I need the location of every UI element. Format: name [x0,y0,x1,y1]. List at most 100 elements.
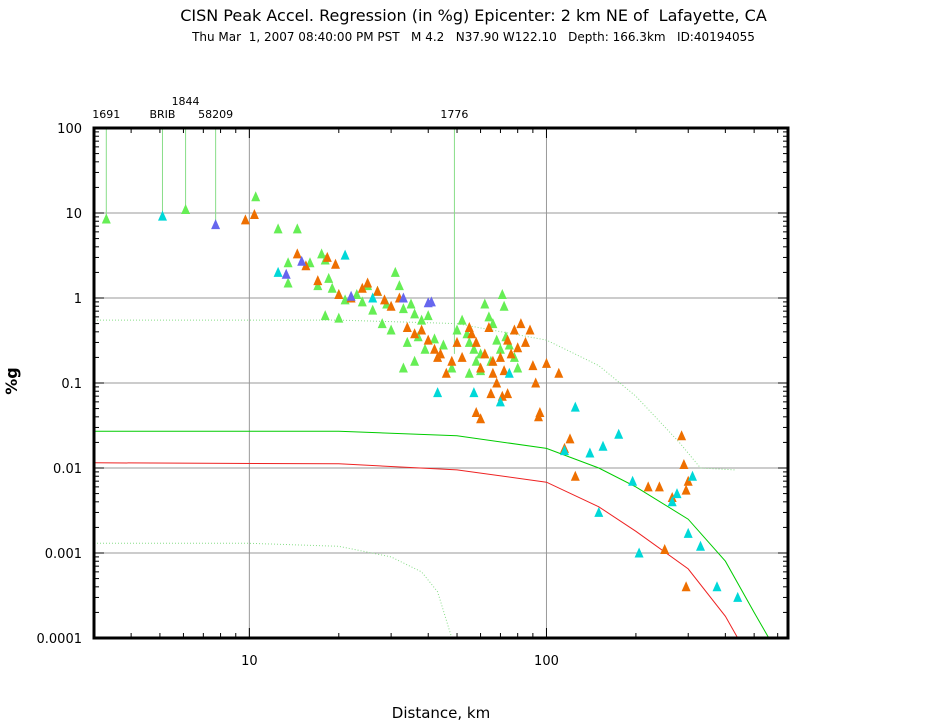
data-point [273,266,283,277]
data-point [509,324,519,335]
data-point [292,248,302,259]
data-point [441,367,451,378]
data-point [598,440,608,451]
data-point [426,296,436,307]
data-point [281,268,291,279]
data-point [497,289,507,299]
data-point [634,547,644,558]
data-point [410,308,420,319]
data-point [677,430,687,441]
data-point [283,277,293,288]
data-point [476,413,486,424]
data-point [181,204,191,214]
x-tick-label: 10 [241,654,258,669]
data-point [240,214,250,225]
station-label: 58209 [198,108,233,121]
data-point [554,367,564,378]
data-point [436,348,445,359]
data-point [471,355,481,366]
chart-subtitle: Thu Mar 1, 2007 08:40:00 PM PST M 4.2 N3… [192,30,755,44]
data-point [447,355,457,366]
data-point [565,433,575,444]
data-point [614,428,624,439]
data-point [352,289,362,299]
data-point [488,367,498,378]
data-point [495,396,505,407]
data-point [503,334,513,345]
regression-curve [93,462,739,639]
data-point [249,209,259,219]
data-point [696,540,705,551]
data-point [712,581,722,592]
data-point [681,484,691,495]
data-point [513,362,523,373]
chart-title: CISN Peak Accel. Regression (in %g) Epic… [180,6,767,25]
data-point [495,351,505,362]
data-point [667,496,677,507]
data-point [297,255,307,266]
data-point [251,191,261,202]
data-point [469,343,479,354]
data-points [101,191,743,602]
data-point [503,388,513,399]
data-point [492,334,502,345]
data-point [447,362,457,373]
data-point [513,342,523,353]
data-point [363,277,373,288]
regression-curve [94,319,735,471]
x-tick-labels: 10 100 [241,654,559,669]
data-point [331,258,340,269]
data-point [594,506,604,517]
y-tick-labels: 100 10 1 0.1 0.01 0.001 0.0001 [37,122,83,647]
data-point [386,300,396,311]
data-point [377,318,387,329]
data-point [430,343,439,354]
data-point [433,387,443,398]
data-point [211,219,221,230]
regression-curve [94,542,453,639]
y-tick-label: 10 [65,207,82,222]
data-point [417,314,427,325]
data-point [471,336,481,347]
data-point [334,312,344,323]
data-point [484,322,494,332]
data-point [480,348,490,359]
data-point [499,365,509,376]
data-point [273,223,283,234]
data-point [457,351,467,362]
data-point [423,334,433,345]
data-point [410,355,420,366]
data-point [660,544,670,554]
data-point [101,213,111,224]
y-tick-label: 0.01 [53,462,82,477]
data-point [410,328,420,339]
data-point [368,304,378,315]
station-label: 1844 [172,95,200,108]
data-point [346,290,356,301]
data-point [484,311,494,322]
data-point [452,324,462,335]
data-point [417,324,427,335]
data-point [423,310,433,321]
x-axis-label: Distance, km [392,704,490,722]
data-point [733,591,743,602]
data-point [476,362,486,373]
data-point [681,581,691,592]
data-point [406,298,416,309]
data-point [521,336,530,347]
data-point [654,481,664,492]
data-point [688,470,697,481]
station-label: BRIB [149,108,175,121]
data-point [488,355,498,366]
station-stems [105,128,455,354]
data-point [324,272,334,283]
data-point [292,223,302,234]
data-point [525,324,535,335]
y-tick-label: 0.0001 [37,632,83,647]
data-point [357,296,367,307]
data-point [504,367,514,378]
data-point [313,275,323,286]
data-point [531,377,541,388]
